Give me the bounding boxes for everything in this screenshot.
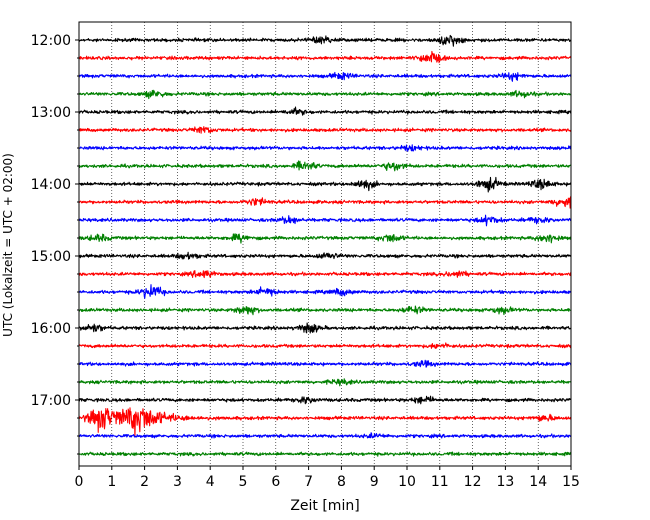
x-tick-label: 8 (337, 474, 346, 490)
x-tick-label: 11 (431, 474, 449, 490)
x-tick-label: 7 (304, 474, 313, 490)
x-tick-label: 14 (529, 474, 547, 490)
x-ticks: 0 1 2 3 4 5 6 7 8 9 10 11 12 13 14 15 (75, 466, 580, 490)
trace-1315 (78, 126, 572, 134)
x-tick-label: 4 (206, 474, 215, 490)
trace-1400 (78, 176, 572, 193)
plot-frame (78, 21, 572, 467)
trace-1630 (78, 359, 572, 368)
x-tick-label: 2 (140, 474, 149, 490)
trace-1500 (78, 251, 572, 260)
trace-1715 (78, 407, 572, 438)
trace-1615 (78, 342, 572, 349)
x-tick-label: 13 (496, 474, 514, 490)
trace-1700 (78, 395, 572, 405)
trace-1645 (78, 378, 572, 387)
y-ticks: 12:00 13:00 14:00 15:00 16:00 17:00 (31, 33, 79, 455)
trace-1545 (78, 305, 572, 316)
x-tick-label: 3 (173, 474, 182, 490)
grid-layer (111, 22, 539, 466)
x-tick-label: 9 (370, 474, 379, 490)
x-tick-label: 15 (562, 474, 580, 490)
y-tick-label: 16:00 (31, 321, 71, 337)
trace-1200 (78, 34, 572, 47)
y-tick-label: 14:00 (31, 177, 71, 193)
y-axis-label: UTC (Lokalzeit = UTC + 02:00) (1, 153, 15, 337)
x-tick-label: 12 (464, 474, 482, 490)
trace-1300 (78, 106, 572, 116)
x-tick-label: 0 (75, 474, 84, 490)
trace-1330 (78, 144, 572, 152)
trace-1530 (78, 284, 572, 299)
x-tick-label: 5 (239, 474, 248, 490)
y-tick-label: 15:00 (31, 249, 71, 265)
trace-1245 (78, 89, 572, 100)
trace-1515 (78, 270, 572, 279)
trace-1215 (78, 50, 572, 64)
x-tick-label: 6 (271, 474, 280, 490)
y-tick-label: 12:00 (31, 33, 71, 49)
x-tick-label: 1 (107, 474, 116, 490)
x-axis-label: Zeit [min] (290, 498, 359, 514)
trace-1415 (78, 196, 572, 209)
trace-1600 (78, 322, 572, 334)
trace-1230 (78, 71, 572, 82)
x-tick-label: 10 (398, 474, 416, 490)
y-tick-label: 13:00 (31, 105, 71, 121)
trace-1345 (78, 160, 572, 172)
y-tick-label: 17:00 (31, 393, 71, 409)
trace-1445 (78, 233, 572, 244)
trace-1730 (78, 432, 572, 439)
trace-1745 (78, 451, 572, 457)
trace-1430 (78, 214, 572, 227)
traces-layer (78, 34, 572, 457)
